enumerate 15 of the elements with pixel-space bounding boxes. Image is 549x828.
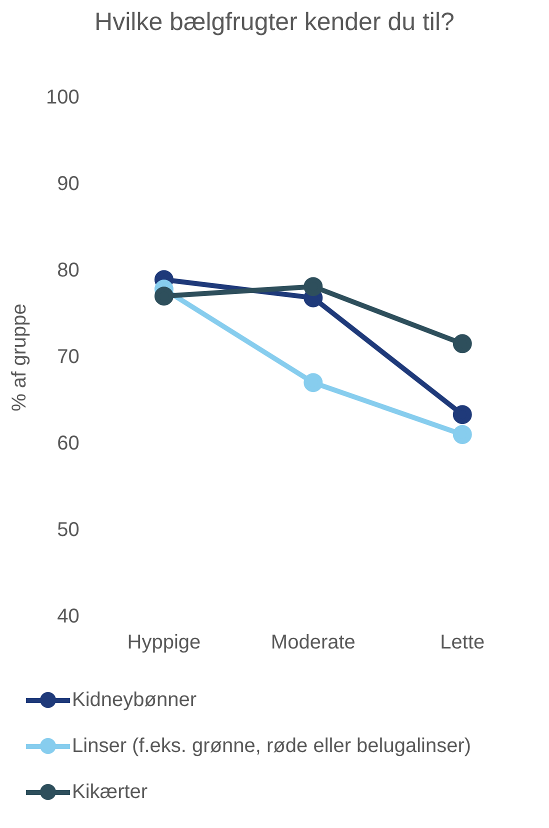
x-tick-label: Lette: [440, 632, 485, 654]
x-tick-label: Moderate: [270, 632, 356, 654]
y-tick-label: 60: [57, 432, 80, 455]
y-tick-label: 70: [57, 346, 80, 368]
y-tick-label: 80: [57, 260, 80, 282]
y-tick-label: 90: [57, 173, 80, 196]
y-axis-title: % af gruppe: [8, 304, 31, 412]
y-tick-label: 50: [57, 519, 80, 542]
legend-label: Linser (f.eks. grønne, røde eller belugalinser): [72, 734, 472, 758]
y-tick-label: 100: [46, 86, 80, 109]
x-tick-label: Hyppige: [127, 632, 201, 654]
legend-label: Kidneybønner: [72, 688, 197, 712]
y-tick-label: 40: [57, 606, 80, 628]
chart-title: Hvilke bælgfrugter kender du til?: [94, 8, 456, 38]
legend-label: Kikærter: [72, 780, 148, 804]
